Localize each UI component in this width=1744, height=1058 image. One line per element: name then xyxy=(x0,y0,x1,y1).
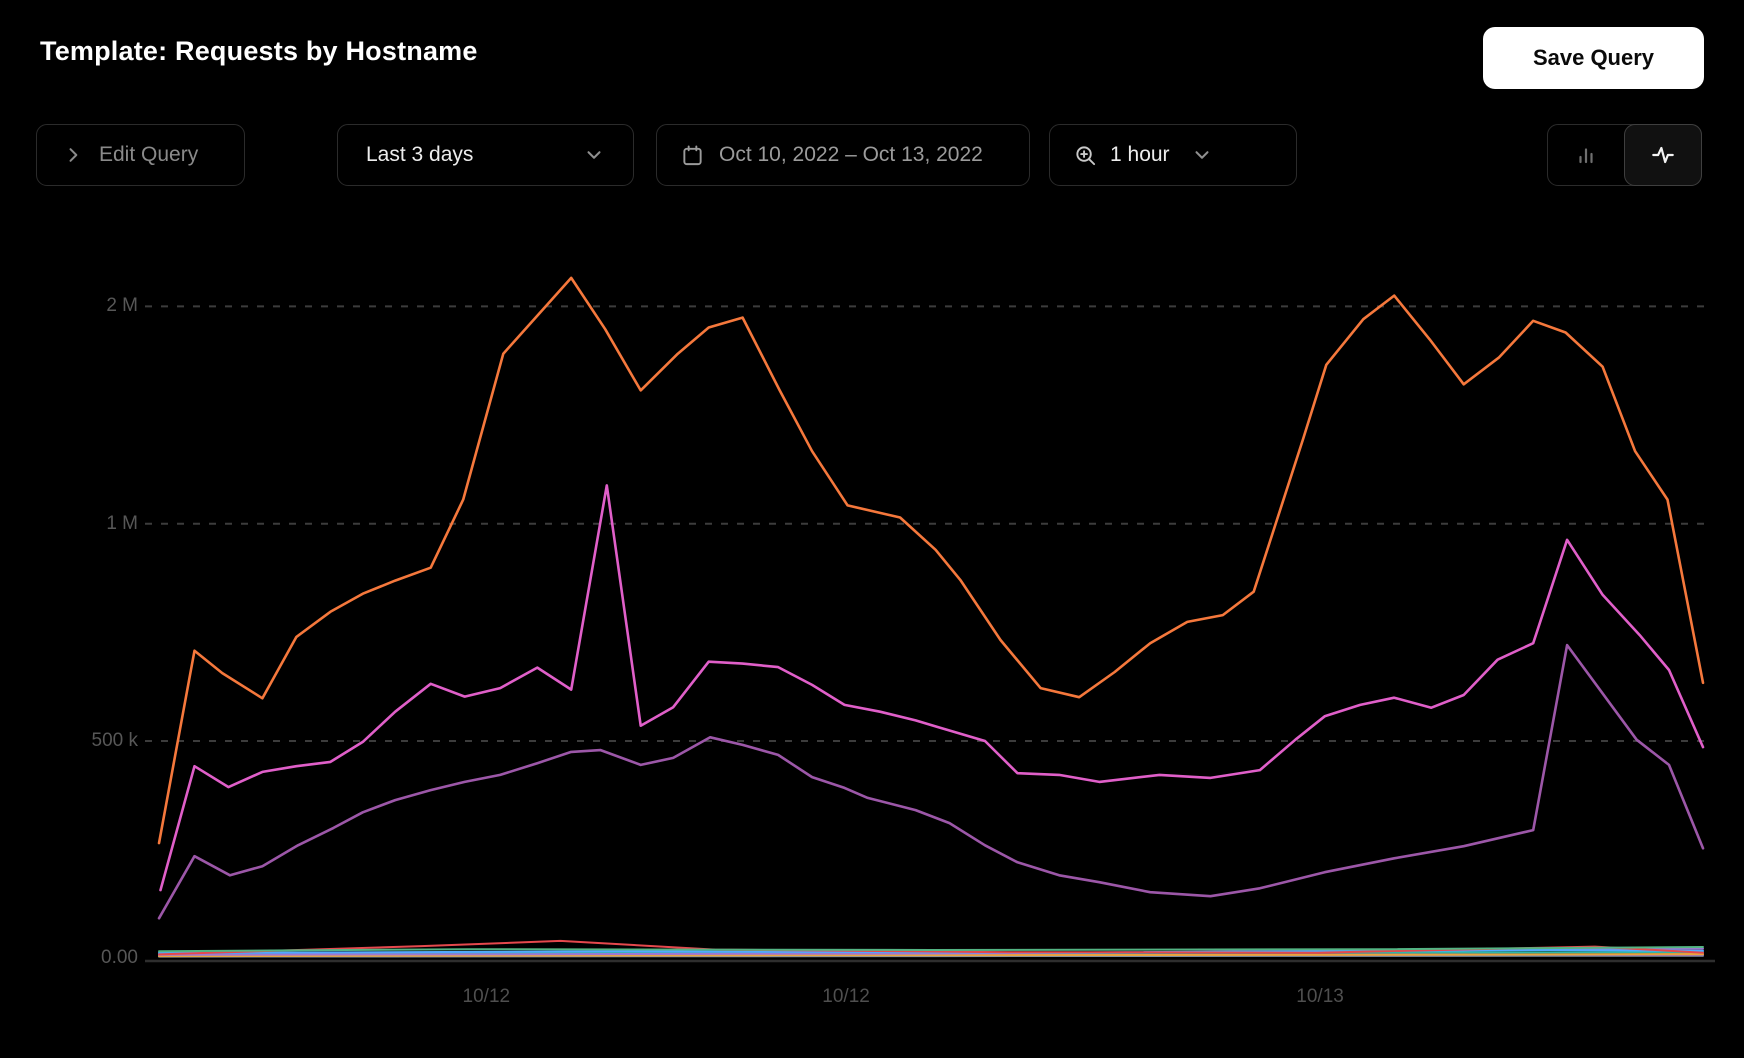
chevron-right-icon xyxy=(63,145,83,165)
chevron-down-icon xyxy=(583,144,605,166)
chart-area: 2 M 1 M 500 k 0.00 10/12 10/12 10/13 xyxy=(0,200,1744,1058)
activity-icon xyxy=(1650,142,1676,168)
edit-query-button[interactable]: Edit Query xyxy=(36,124,245,186)
y-tick-label: 0.00 xyxy=(101,947,138,969)
x-tick-label: 10/12 xyxy=(822,986,870,1007)
chart-series-series-8 xyxy=(158,953,1704,958)
range-select-label: Last 3 days xyxy=(366,143,474,166)
y-tick-label: 2 M xyxy=(106,295,138,317)
date-range-label: Oct 10, 2022 – Oct 13, 2022 xyxy=(719,143,983,166)
y-tick-label: 500 k xyxy=(91,730,138,751)
line-chart-button[interactable] xyxy=(1623,124,1702,186)
x-tick-label: 10/12 xyxy=(462,986,511,1007)
chart-series-series-3 xyxy=(157,643,1705,920)
chart-type-toggle xyxy=(1547,124,1702,186)
bar-chart-icon xyxy=(1574,143,1598,167)
bar-chart-button[interactable] xyxy=(1548,125,1625,185)
y-tick-label: 1 M xyxy=(106,512,138,534)
calendar-icon xyxy=(681,144,704,167)
chart-series-series-1 xyxy=(157,276,1705,845)
save-query-button[interactable]: Save Query xyxy=(1483,27,1704,89)
page-title: Template: Requests by Hostname xyxy=(40,36,478,66)
date-range-picker[interactable]: Oct 10, 2022 – Oct 13, 2022 xyxy=(656,124,1030,186)
edit-query-label: Edit Query xyxy=(99,143,199,166)
range-select[interactable]: Last 3 days xyxy=(337,124,634,186)
interval-select[interactable]: 1 hour xyxy=(1049,124,1297,186)
interval-select-label: 1 hour xyxy=(1110,143,1170,166)
x-tick-label: 10/13 xyxy=(1296,986,1344,1007)
chart-series-series-4 xyxy=(158,946,1704,953)
chevron-down-icon xyxy=(1191,144,1213,166)
zoom-in-icon xyxy=(1074,144,1097,167)
chart-series-series-2 xyxy=(159,484,1705,892)
